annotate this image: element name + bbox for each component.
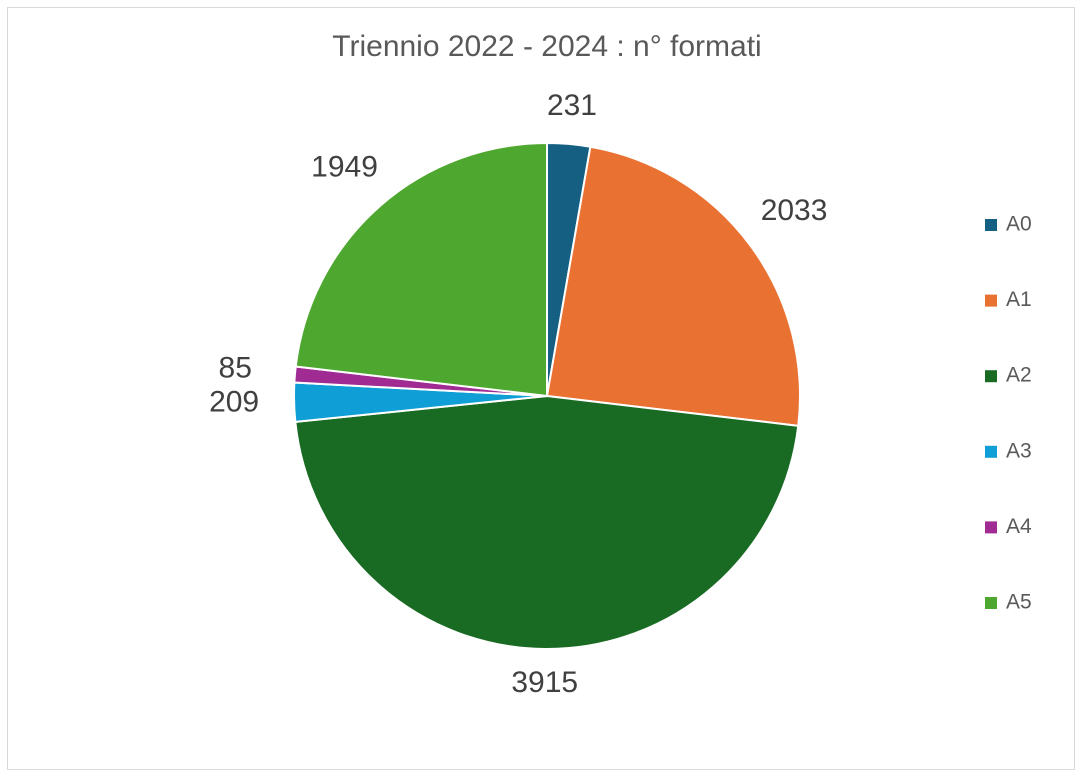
data-label: 1949 xyxy=(311,150,378,183)
legend-swatch xyxy=(985,370,997,383)
legend-swatch xyxy=(985,294,997,307)
data-label: 209 xyxy=(209,386,259,419)
legend-swatch xyxy=(985,445,997,458)
data-label: 3915 xyxy=(511,666,578,699)
pie-slice xyxy=(545,145,801,427)
pie-slice xyxy=(294,394,800,650)
pie-slice xyxy=(294,141,548,398)
legend-label: A2 xyxy=(1006,364,1032,387)
legend-swatch xyxy=(985,521,997,534)
data-label: 85 xyxy=(219,351,252,384)
chart-title: Triennio 2022 - 2024 : n° formati xyxy=(332,30,761,63)
data-label: 2033 xyxy=(761,194,828,227)
legend-label: A5 xyxy=(1006,591,1032,614)
legend-swatch xyxy=(985,219,997,231)
legend-swatch xyxy=(985,597,997,609)
legend-label: A1 xyxy=(1006,288,1032,311)
legend-label: A4 xyxy=(1006,515,1032,538)
legend-label: A0 xyxy=(1006,213,1032,236)
data-label: 231 xyxy=(547,89,597,122)
legend-label: A3 xyxy=(1006,439,1032,462)
